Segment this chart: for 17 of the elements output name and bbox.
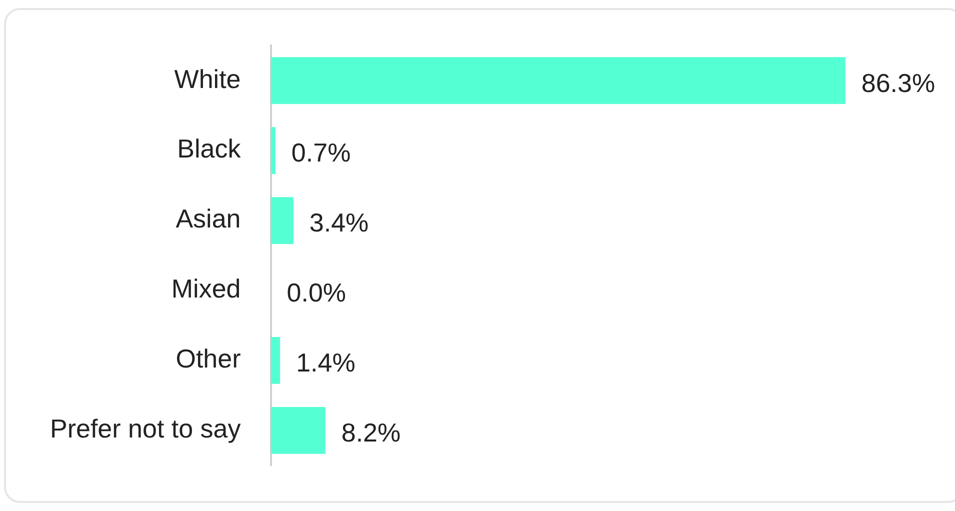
bar (270, 57, 846, 104)
y-tick-label: Black (177, 134, 242, 164)
bar (270, 197, 294, 244)
y-tick-label: Asian (176, 204, 241, 234)
data-label: 1.4% (296, 348, 356, 378)
data-label: 3.4% (309, 208, 369, 238)
bar (270, 406, 326, 454)
data-label: 0.0% (286, 278, 346, 308)
bar (270, 337, 280, 384)
data-label: 86.3% (861, 68, 936, 98)
y-tick-label: White (174, 64, 241, 94)
bar (270, 127, 276, 174)
data-label: 0.7% (291, 138, 351, 168)
data-label: 8.2% (341, 418, 401, 448)
y-tick-label: Mixed (171, 274, 241, 304)
y-tick-label: Other (176, 344, 242, 374)
y-tick-label: Prefer not to say (50, 414, 241, 444)
